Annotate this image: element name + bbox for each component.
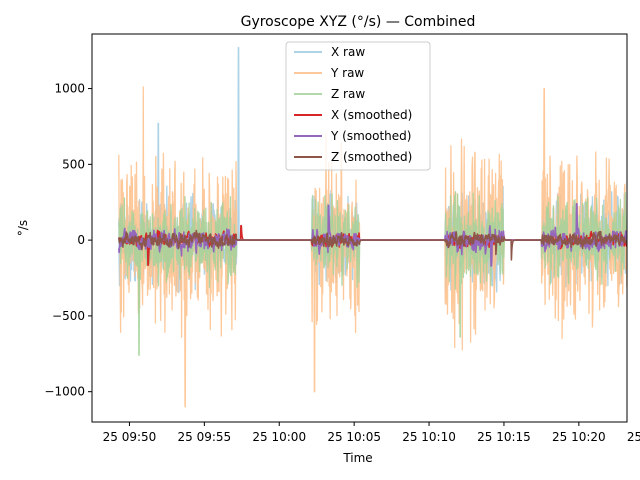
x-axis-title: Time (342, 451, 372, 465)
y-tick-label: −500 (52, 309, 85, 323)
x-tick-label: 25 10:25 (627, 430, 640, 444)
legend-label: Z raw (331, 87, 365, 101)
plot-frame (91, 33, 628, 423)
series-line-z-smoothed (118, 229, 627, 261)
y-tick-label: −1000 (44, 385, 85, 399)
legend: X raw Y raw Z raw X (smoothed) Y (smoothed) Z… (285, 41, 431, 171)
x-tick-label: 25 10:20 (552, 430, 606, 444)
x-axis: 25 09:50 25 09:55 25 10:00 25 10:05 25 10:10… (103, 422, 640, 444)
y-tick-label: 0 (77, 233, 85, 247)
x-tick-label: 25 10:10 (402, 430, 456, 444)
legend-label: Z (smoothed) (331, 150, 412, 164)
legend-label: Y raw (330, 66, 364, 80)
y-axis-title: °/s (16, 220, 30, 236)
legend-label: X raw (331, 45, 365, 59)
legend-label: Y (smoothed) (330, 129, 411, 143)
series-layer (118, 46, 627, 408)
y-tick-label: 500 (62, 157, 85, 171)
x-tick-label: 25 10:00 (252, 430, 306, 444)
y-tick-label: 1000 (54, 82, 85, 96)
legend-label: X (smoothed) (331, 108, 412, 122)
x-tick-label: 25 10:05 (327, 430, 381, 444)
x-tick-label: 25 09:50 (103, 430, 157, 444)
chart-title: Gyroscope XYZ (°/s) — Combined (241, 14, 476, 30)
x-tick-label: 25 10:15 (477, 430, 531, 444)
x-tick-label: 25 09:55 (178, 430, 232, 444)
y-axis: −1000 −500 0 500 1000 (44, 82, 92, 399)
